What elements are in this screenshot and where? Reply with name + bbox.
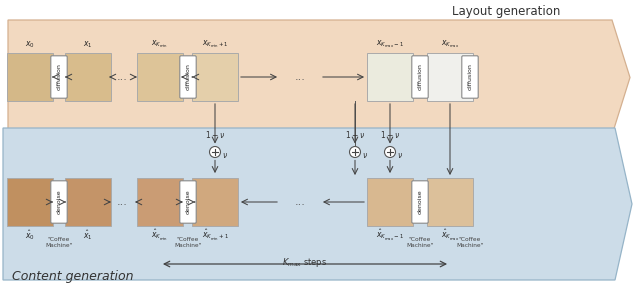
Text: $x_1$: $x_1$ bbox=[83, 40, 93, 50]
Text: denoise: denoise bbox=[417, 190, 422, 214]
FancyBboxPatch shape bbox=[367, 53, 413, 101]
FancyBboxPatch shape bbox=[192, 53, 238, 101]
FancyBboxPatch shape bbox=[65, 178, 111, 226]
FancyBboxPatch shape bbox=[412, 181, 428, 223]
Text: $K_{\max}$ steps: $K_{\max}$ steps bbox=[282, 256, 328, 269]
Text: $\hat{x}_{K_{\min}+1}$: $\hat{x}_{K_{\min}+1}$ bbox=[202, 228, 228, 243]
FancyBboxPatch shape bbox=[180, 56, 196, 98]
Text: $x_{K_{\min}}$: $x_{K_{\min}}$ bbox=[152, 38, 168, 50]
Text: denoise: denoise bbox=[186, 190, 191, 214]
Circle shape bbox=[209, 146, 221, 157]
FancyBboxPatch shape bbox=[180, 181, 196, 223]
Text: ...: ... bbox=[294, 72, 305, 82]
Text: $\nu$: $\nu$ bbox=[222, 151, 228, 159]
FancyBboxPatch shape bbox=[137, 53, 183, 101]
Text: $1-\nu$: $1-\nu$ bbox=[205, 129, 225, 140]
FancyBboxPatch shape bbox=[462, 56, 478, 98]
Circle shape bbox=[385, 146, 396, 157]
Text: $1-\nu$: $1-\nu$ bbox=[345, 129, 365, 140]
Polygon shape bbox=[3, 128, 632, 280]
Text: "Coffee
Machine": "Coffee Machine" bbox=[45, 237, 73, 248]
FancyBboxPatch shape bbox=[51, 181, 67, 223]
FancyBboxPatch shape bbox=[65, 53, 111, 101]
FancyBboxPatch shape bbox=[192, 178, 238, 226]
Text: diffusion: diffusion bbox=[56, 64, 61, 91]
Circle shape bbox=[349, 146, 360, 157]
Text: "Coffee
Machine": "Coffee Machine" bbox=[456, 237, 484, 248]
Text: $\nu$: $\nu$ bbox=[397, 151, 403, 159]
FancyBboxPatch shape bbox=[7, 53, 53, 101]
Text: ...: ... bbox=[116, 72, 127, 82]
FancyBboxPatch shape bbox=[427, 53, 473, 101]
FancyBboxPatch shape bbox=[51, 56, 67, 98]
Text: "Coffee
Machine": "Coffee Machine" bbox=[406, 237, 434, 248]
Text: Layout generation: Layout generation bbox=[452, 5, 560, 18]
Text: diffusion: diffusion bbox=[467, 64, 472, 91]
Text: $\hat{x}_{K_{\min}}$: $\hat{x}_{K_{\min}}$ bbox=[152, 228, 168, 243]
Text: $\hat{x}_1$: $\hat{x}_1$ bbox=[83, 228, 93, 242]
Text: diffusion: diffusion bbox=[417, 64, 422, 91]
Text: $x_0$: $x_0$ bbox=[25, 40, 35, 50]
Text: ...: ... bbox=[294, 197, 305, 207]
FancyBboxPatch shape bbox=[427, 178, 473, 226]
Text: $\hat{x}_{K_{\max}-1}$: $\hat{x}_{K_{\max}-1}$ bbox=[376, 228, 404, 243]
FancyBboxPatch shape bbox=[7, 178, 53, 226]
Text: Content generation: Content generation bbox=[12, 270, 134, 283]
Text: $1-\nu$: $1-\nu$ bbox=[380, 129, 400, 140]
Text: $\nu$: $\nu$ bbox=[362, 151, 368, 159]
Text: $\hat{x}_{K_{\max}}$: $\hat{x}_{K_{\max}}$ bbox=[441, 228, 459, 243]
Text: $x_{K_{\min}+1}$: $x_{K_{\min}+1}$ bbox=[202, 38, 228, 50]
FancyBboxPatch shape bbox=[412, 56, 428, 98]
FancyBboxPatch shape bbox=[137, 178, 183, 226]
FancyBboxPatch shape bbox=[367, 178, 413, 226]
Text: $x_{K_{\max}}$: $x_{K_{\max}}$ bbox=[441, 38, 459, 50]
Text: diffusion: diffusion bbox=[186, 64, 191, 91]
Text: $\hat{x}_0$: $\hat{x}_0$ bbox=[25, 228, 35, 242]
Polygon shape bbox=[8, 20, 630, 135]
Text: ...: ... bbox=[116, 197, 127, 207]
Text: $x_{K_{\max}-1}$: $x_{K_{\max}-1}$ bbox=[376, 38, 404, 50]
Text: denoise: denoise bbox=[56, 190, 61, 214]
Text: "Coffee
Machine": "Coffee Machine" bbox=[174, 237, 202, 248]
